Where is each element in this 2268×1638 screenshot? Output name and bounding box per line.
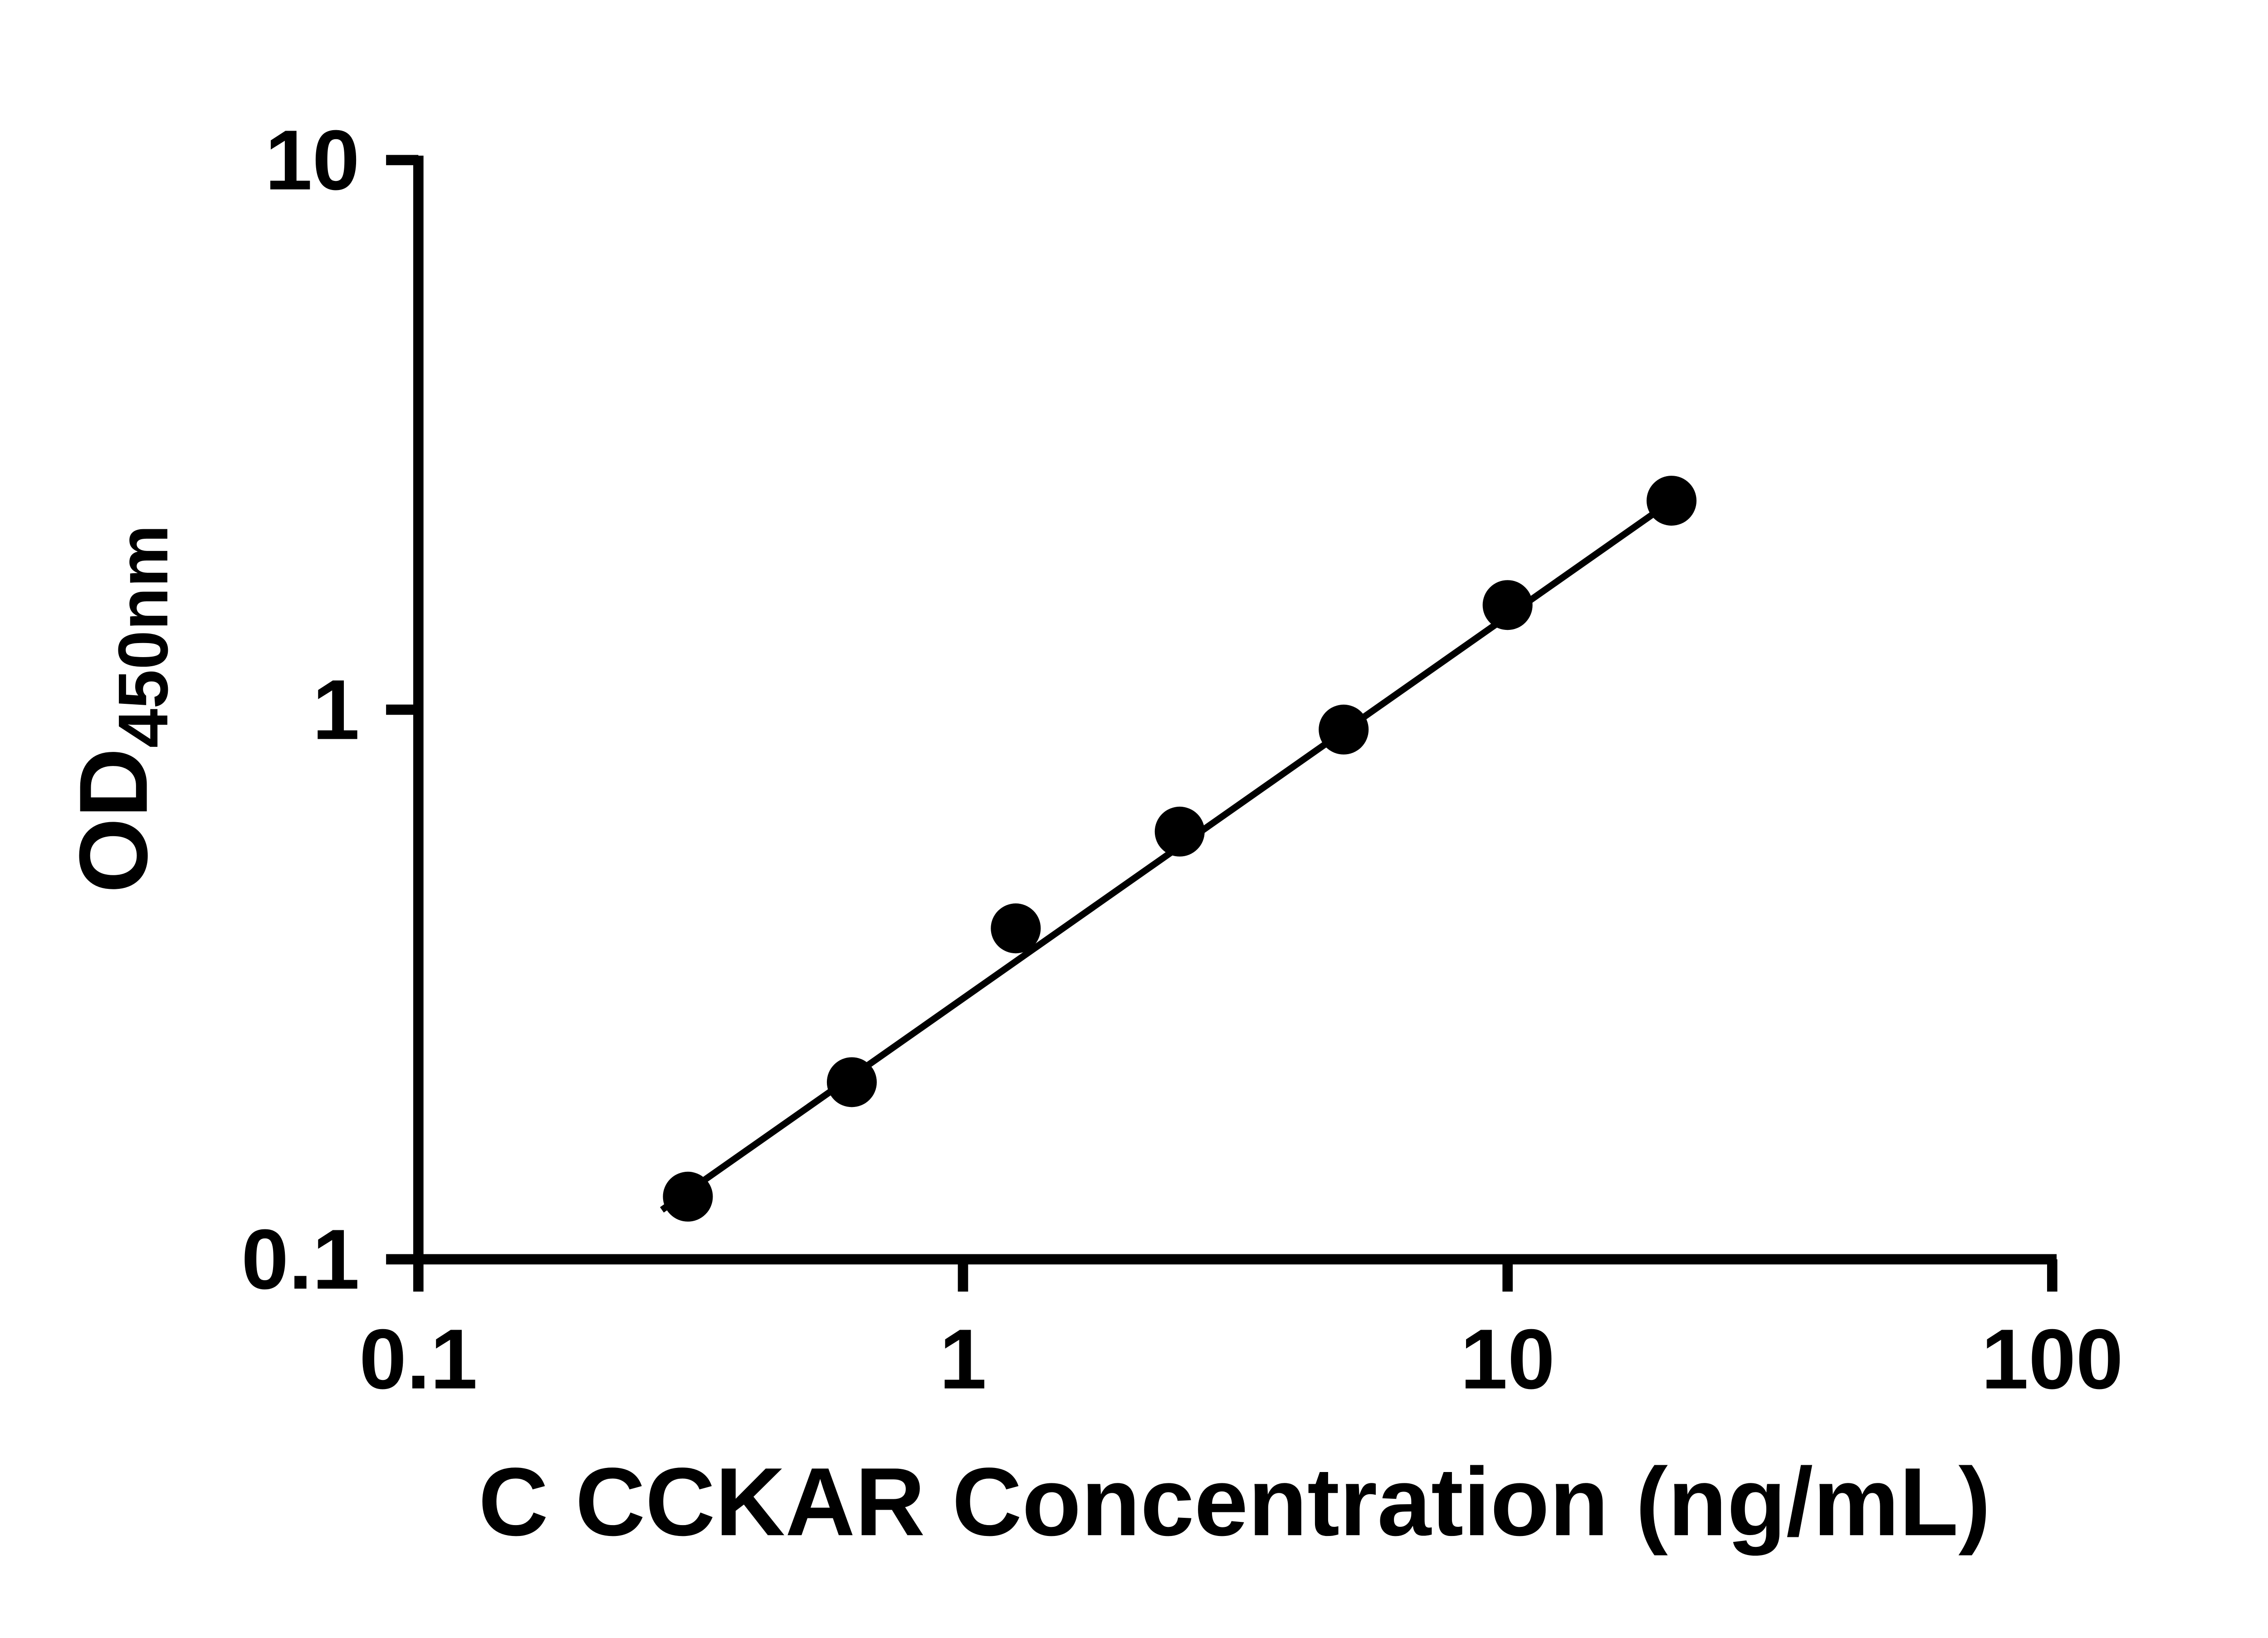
data-point xyxy=(663,1171,713,1222)
y-tick-label: 1 xyxy=(312,662,359,757)
y-axis-title: OD450nm xyxy=(60,525,182,893)
data-point xyxy=(1319,704,1369,755)
x-tick-label: 100 xyxy=(1981,1311,2123,1407)
y-axis-title-sub: 450nm xyxy=(103,525,182,748)
y-tick-label: 10 xyxy=(265,112,360,208)
data-point xyxy=(826,1057,877,1107)
data-point xyxy=(1482,580,1533,630)
x-tick-label: 10 xyxy=(1460,1311,1555,1407)
x-axis-title: C CCKAR Concentration (ng/mL) xyxy=(479,1448,1991,1556)
y-axis-title-main: OD xyxy=(60,748,168,893)
data-point xyxy=(1154,806,1205,857)
x-tick-label: 1 xyxy=(939,1311,987,1407)
data-point xyxy=(991,903,1041,954)
plot-area: 0.1 1 10 100 0.1 1 10 xyxy=(241,112,2123,1407)
y-tick-label: 0.1 xyxy=(241,1212,360,1307)
data-point xyxy=(1647,476,1697,526)
x-tick-label: 0.1 xyxy=(359,1311,478,1407)
